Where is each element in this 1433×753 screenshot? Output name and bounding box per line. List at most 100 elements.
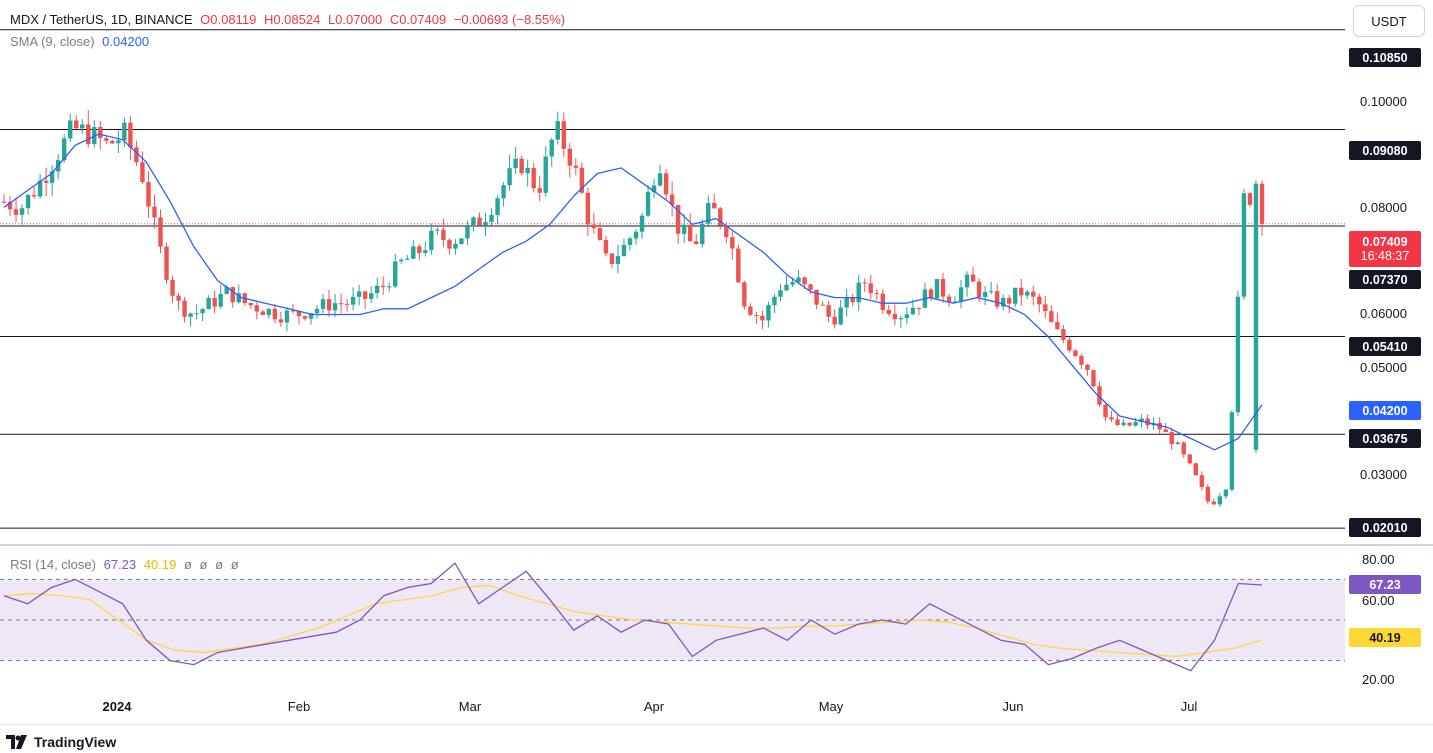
candle-body (1006, 298, 1012, 304)
price-axis-label: 0.10000 (1360, 94, 1407, 109)
pane-divider[interactable] (0, 544, 1433, 546)
candle-body (49, 171, 55, 183)
candle-body (958, 287, 964, 302)
candle-body (1055, 322, 1060, 330)
candle-body (104, 138, 109, 141)
time-label: Apr (643, 699, 665, 714)
candle-body (970, 274, 976, 282)
candle-body (134, 147, 139, 163)
candle-body (350, 296, 356, 305)
candle-body (543, 156, 548, 193)
candle-body (296, 310, 302, 317)
candle-body (393, 261, 398, 287)
rsi-legend[interactable]: RSI (14, close) 67.23 40.19 ø ø ø ø (10, 557, 243, 572)
candle-body (417, 246, 422, 253)
candle-body (657, 173, 663, 186)
candle-body (441, 229, 446, 241)
candle-body (507, 168, 512, 186)
candle-body (700, 223, 705, 245)
candle-body (946, 296, 952, 303)
candle-body (218, 293, 223, 307)
level-tag: 0.03675 (1349, 429, 1421, 448)
candle-body (86, 124, 91, 145)
candle-body (248, 302, 253, 306)
candle-body (1229, 412, 1235, 490)
candle-body (988, 291, 994, 293)
candle-body (387, 286, 392, 288)
tradingview-logo[interactable]: TradingView (6, 734, 116, 750)
chart-frame[interactable] (0, 0, 1433, 725)
candle-body (850, 297, 855, 303)
candle-body (573, 165, 579, 168)
candle-body (561, 121, 566, 149)
time-label: Mar (458, 699, 482, 714)
candle-body (910, 307, 916, 315)
candle-body (609, 253, 615, 264)
candle-body (808, 284, 813, 290)
candle-body (158, 217, 163, 247)
current-price: 0.07409 (1362, 235, 1408, 249)
level-tag: 0.02010 (1349, 518, 1421, 537)
candle-body (1037, 296, 1042, 305)
candle-body (844, 297, 849, 308)
candle-body (585, 192, 591, 225)
candle-body (368, 293, 374, 299)
candle-body (1193, 463, 1198, 476)
candle-body (146, 182, 151, 207)
candle-body (549, 139, 554, 157)
rsi-value: 67.23 (103, 557, 137, 572)
symbol-legend: MDX / TetherUS, 1D, BINANCE O0.08119 H0.… (10, 12, 569, 27)
rsi-axis-label: 20.00 (1362, 672, 1395, 687)
change-value: −0.00693 (−8.55%) (453, 12, 566, 27)
candle-body (254, 305, 260, 312)
candle-body (465, 226, 470, 239)
bar-countdown: 16:48:37 (1360, 249, 1410, 263)
candle-body (778, 290, 783, 297)
candle-body (356, 291, 362, 297)
candle-body (1187, 454, 1192, 464)
candle-body (1109, 417, 1114, 420)
candle-body (621, 244, 627, 257)
candle-body (176, 295, 181, 301)
candle-body (802, 277, 807, 285)
price-pane[interactable] (0, 0, 1433, 545)
candle-body (278, 319, 284, 323)
candle-body (868, 283, 873, 294)
candle-body (411, 246, 416, 259)
candle-body (796, 277, 801, 283)
candle-body (314, 308, 320, 314)
candle-body (1259, 183, 1265, 224)
level-tag: 0.10850 (1349, 48, 1421, 67)
rsi-pane[interactable] (0, 545, 1433, 695)
sma-line (3, 133, 1263, 451)
currency-button[interactable]: USDT (1353, 5, 1425, 37)
candle-body (874, 293, 879, 295)
candle-body (1205, 486, 1211, 502)
candle-body (748, 306, 753, 315)
candle-body (633, 231, 639, 239)
candle-body (7, 201, 13, 210)
candle-body (80, 124, 85, 129)
rsi-line (3, 562, 1263, 672)
candle-body (266, 308, 272, 315)
level-tag: 0.09080 (1349, 141, 1421, 160)
candle-body (1025, 291, 1030, 296)
candle-body (862, 282, 867, 284)
time-axis[interactable]: 2024 Feb Mar Apr May Jun Jul (0, 695, 1433, 723)
candle-body (405, 258, 410, 260)
candle-body (272, 308, 278, 320)
candle-body (814, 289, 819, 305)
candle-body (766, 305, 771, 321)
candle-body (1061, 329, 1066, 340)
sma-legend[interactable]: SMA (9, close) 0.04200 (10, 34, 153, 49)
candle-body (928, 289, 934, 299)
candle-body (68, 120, 73, 139)
candle-body (730, 237, 735, 249)
candle-body (37, 180, 43, 197)
brand-name: TradingView (34, 734, 117, 750)
candle-body (260, 311, 266, 315)
symbol-title: MDX / TetherUS, 1D, BINANCE (10, 12, 193, 27)
time-label: Feb (287, 699, 311, 714)
candle-body (1217, 496, 1223, 505)
candle-body (447, 240, 452, 249)
